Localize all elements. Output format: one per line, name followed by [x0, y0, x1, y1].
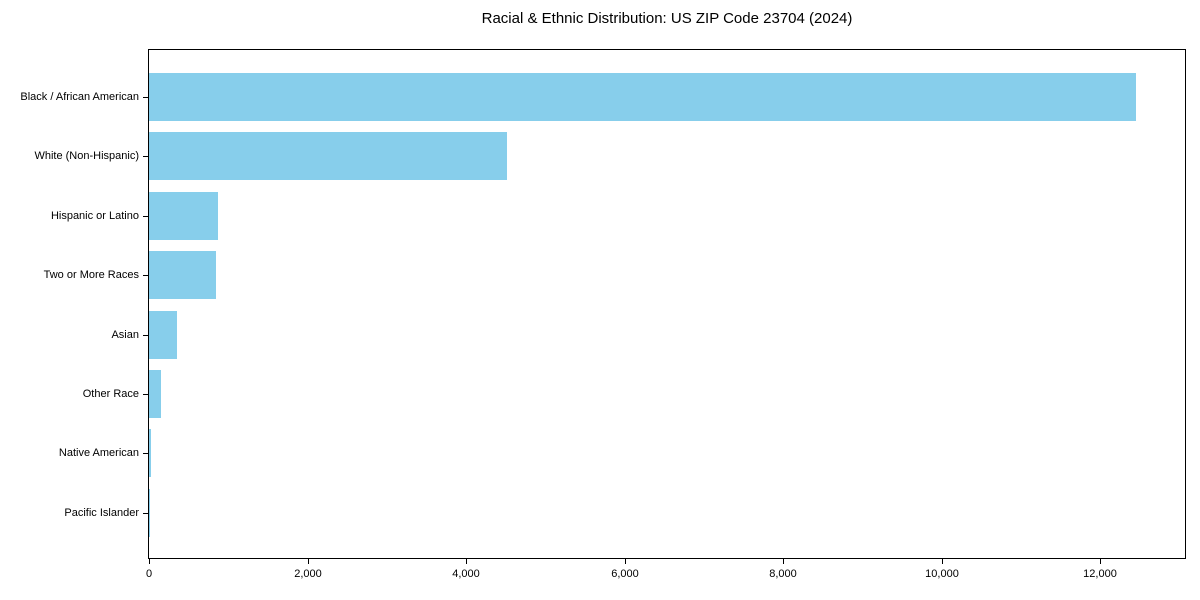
bar-native-american: [149, 429, 151, 478]
x-tick-label-6000: 6,000: [611, 568, 639, 580]
bar-white-non-hispanic: [149, 132, 508, 181]
y-tick-other-race: [143, 394, 148, 395]
bar-other-race: [149, 369, 162, 418]
bar-asian: [149, 310, 177, 359]
x-tick-label-0: 0: [145, 568, 153, 580]
y-label-white-non-hispanic: White (Non-Hispanic): [34, 150, 139, 162]
y-label-hispanic-or-latino: Hispanic or Latino: [50, 210, 139, 222]
y-tick-asian: [143, 335, 148, 336]
y-tick-two-or-more-races: [143, 275, 148, 276]
x-tick-10000: [942, 559, 943, 564]
bar-hispanic-or-latino: [149, 191, 218, 240]
y-tick-black-african-american: [143, 97, 148, 98]
chart-title: Racial & Ethnic Distribution: US ZIP Cod…: [481, 10, 853, 27]
bar-two-or-more-races: [149, 251, 217, 300]
y-label-native-american: Native American: [58, 447, 139, 459]
y-tick-native-american: [143, 453, 148, 454]
y-label-pacific-islander: Pacific Islander: [64, 507, 139, 519]
x-tick-label-2000: 2,000: [294, 568, 322, 580]
y-tick-hispanic-or-latino: [143, 216, 148, 217]
x-tick-0: [149, 559, 150, 564]
y-tick-pacific-islander: [143, 513, 148, 514]
y-label-two-or-more-races: Two or More Races: [43, 269, 139, 281]
plot-area: [148, 49, 1186, 559]
x-tick-label-8000: 8,000: [769, 568, 797, 580]
x-tick-4000: [466, 559, 467, 564]
x-tick-label-12000: 12,000: [1083, 568, 1117, 580]
x-tick-2000: [308, 559, 309, 564]
x-tick-label-4000: 4,000: [452, 568, 480, 580]
x-tick-label-10000: 10,000: [925, 568, 959, 580]
y-tick-white-non-hispanic: [143, 156, 148, 157]
y-label-black-african-american: Black / African American: [20, 91, 139, 103]
x-tick-6000: [625, 559, 626, 564]
y-label-other-race: Other Race: [82, 388, 139, 400]
x-tick-12000: [1100, 559, 1101, 564]
x-tick-8000: [783, 559, 784, 564]
bar-black-african-american: [149, 72, 1136, 121]
y-label-asian: Asian: [111, 329, 139, 341]
